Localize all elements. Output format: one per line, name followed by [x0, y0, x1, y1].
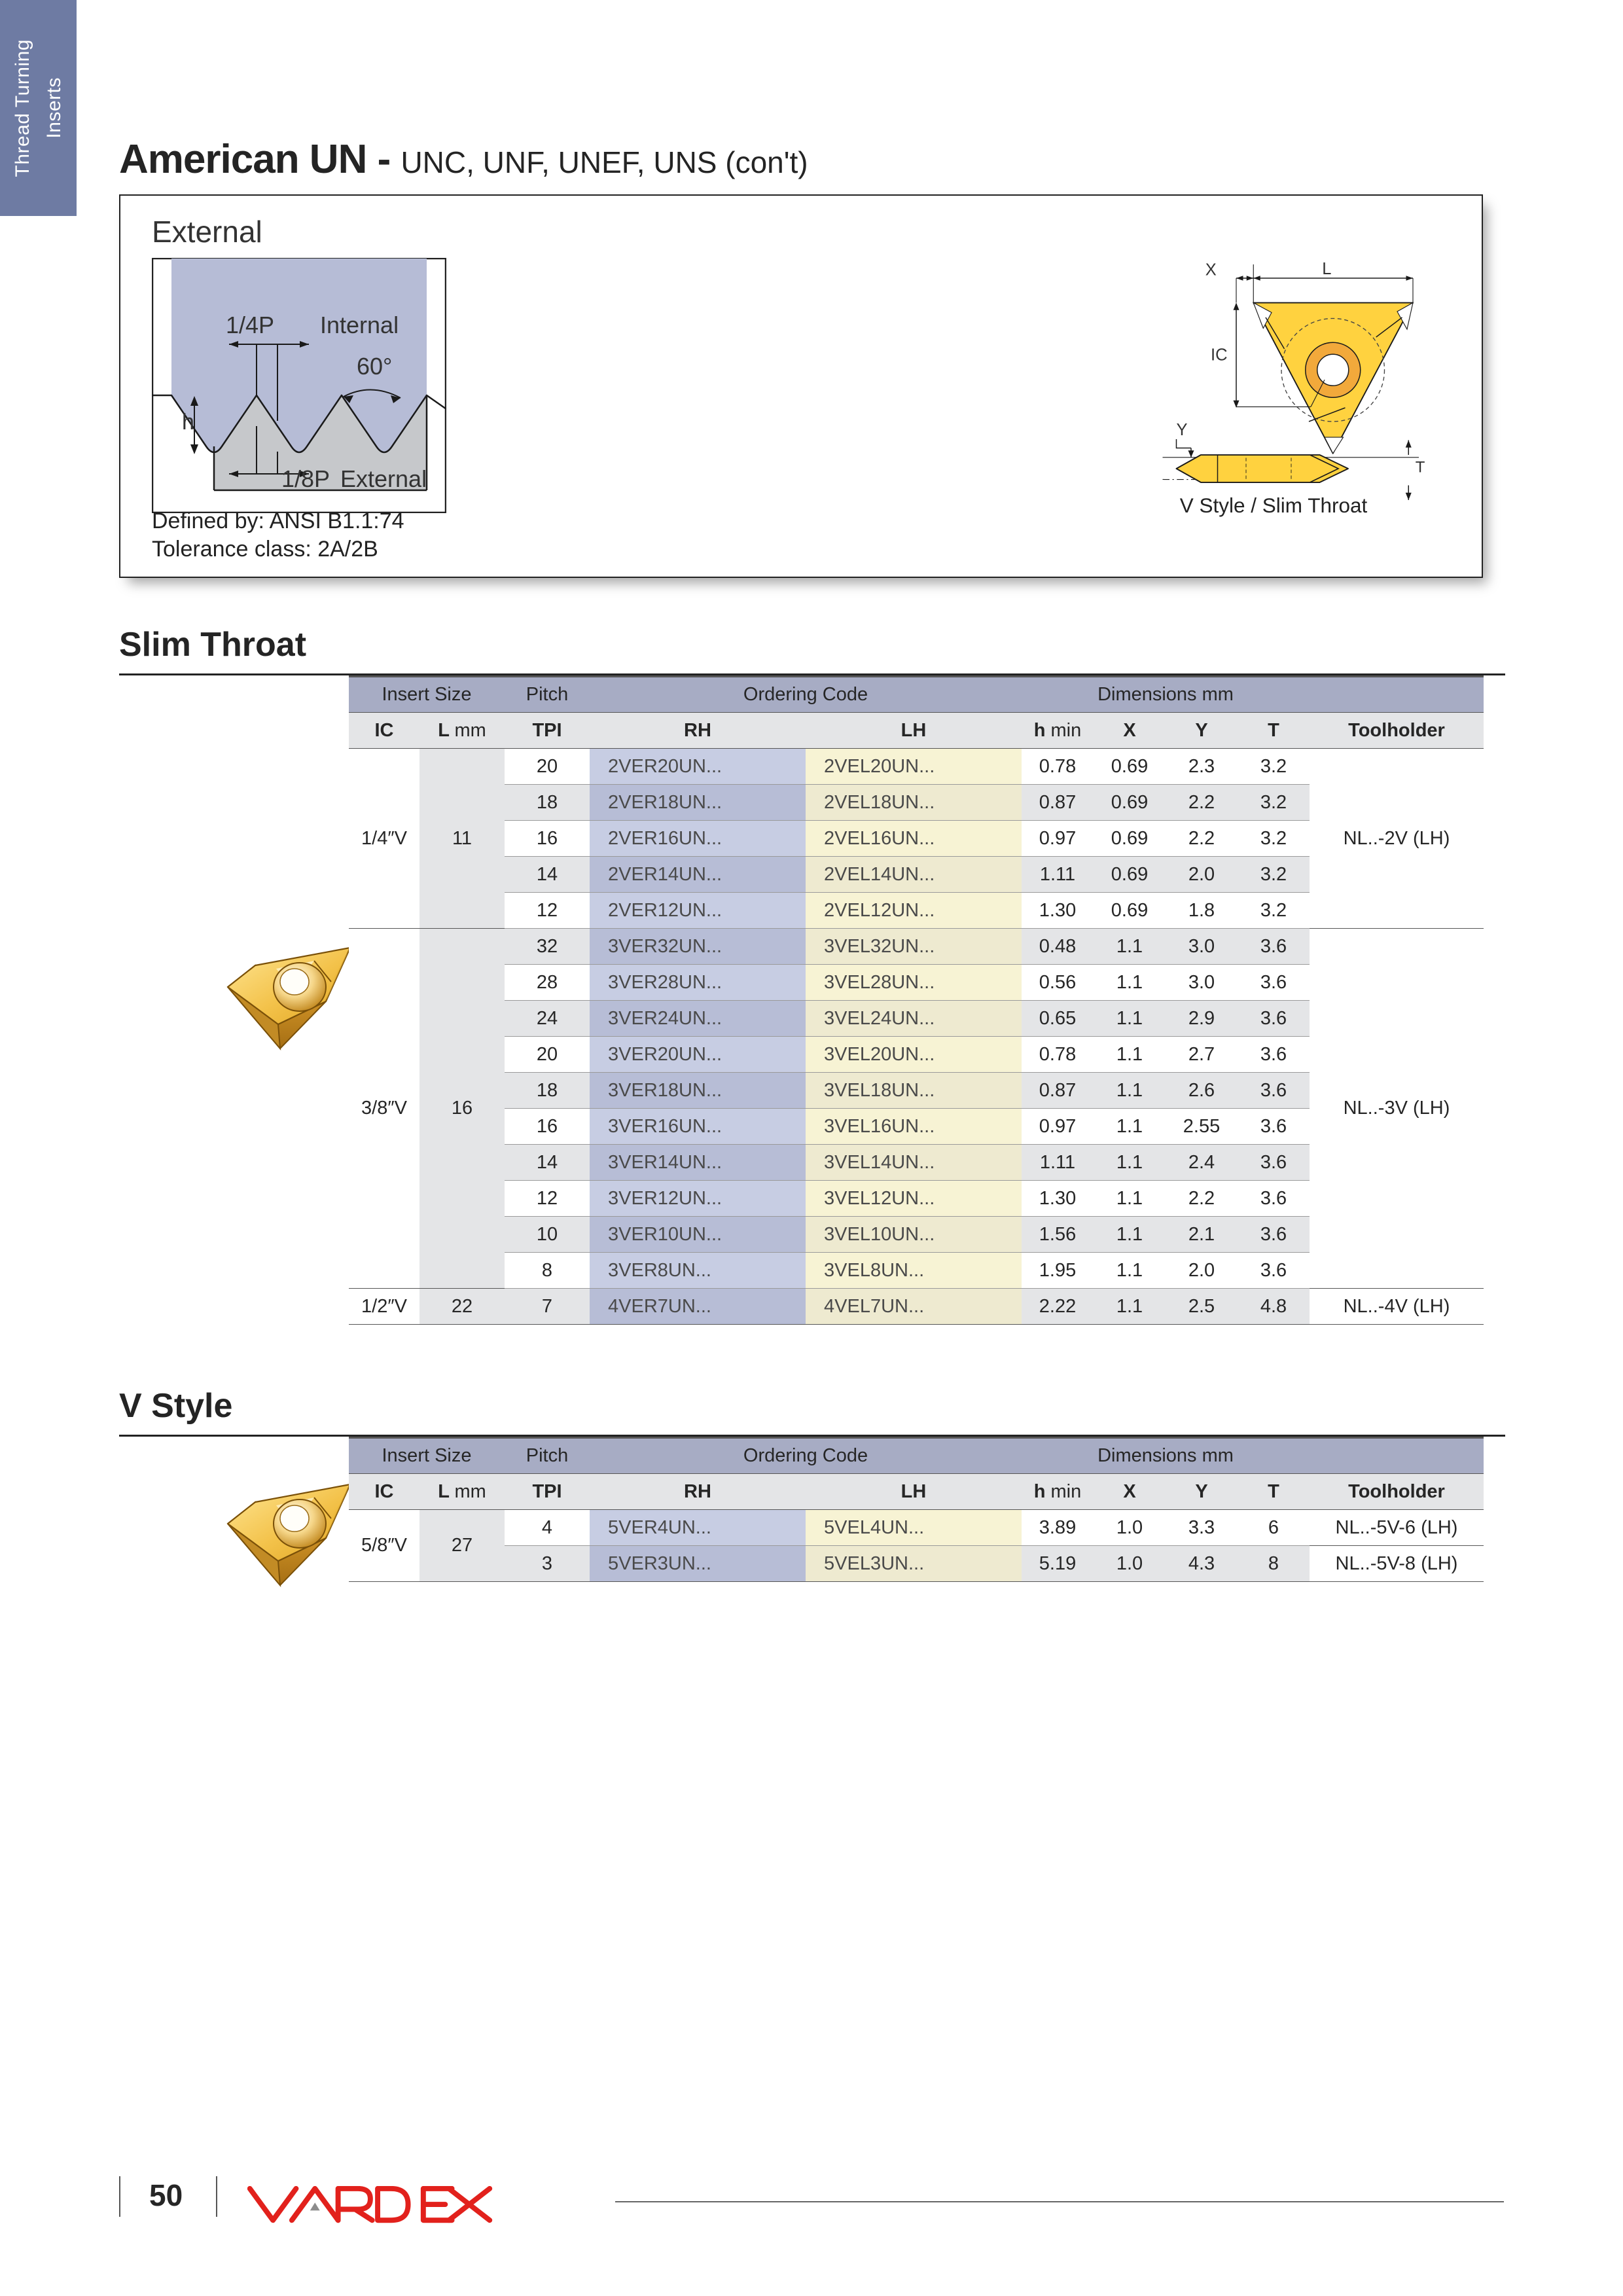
svg-text:h: h	[182, 410, 194, 435]
svg-text:L: L	[1322, 260, 1331, 278]
svg-text:1/4P: 1/4P	[226, 312, 274, 338]
svg-text:External: External	[340, 465, 427, 492]
svg-text:T: T	[1416, 458, 1425, 476]
svg-text:X: X	[1205, 261, 1217, 279]
svg-text:Y: Y	[1177, 421, 1188, 439]
svg-text:1/8P: 1/8P	[281, 465, 330, 492]
svg-text:Internal: Internal	[320, 312, 399, 338]
svg-text:60°: 60°	[357, 353, 392, 380]
svg-text:IC: IC	[1211, 346, 1228, 364]
svg-text:V Style / Slim Throat: V Style / Slim Throat	[1180, 493, 1368, 517]
